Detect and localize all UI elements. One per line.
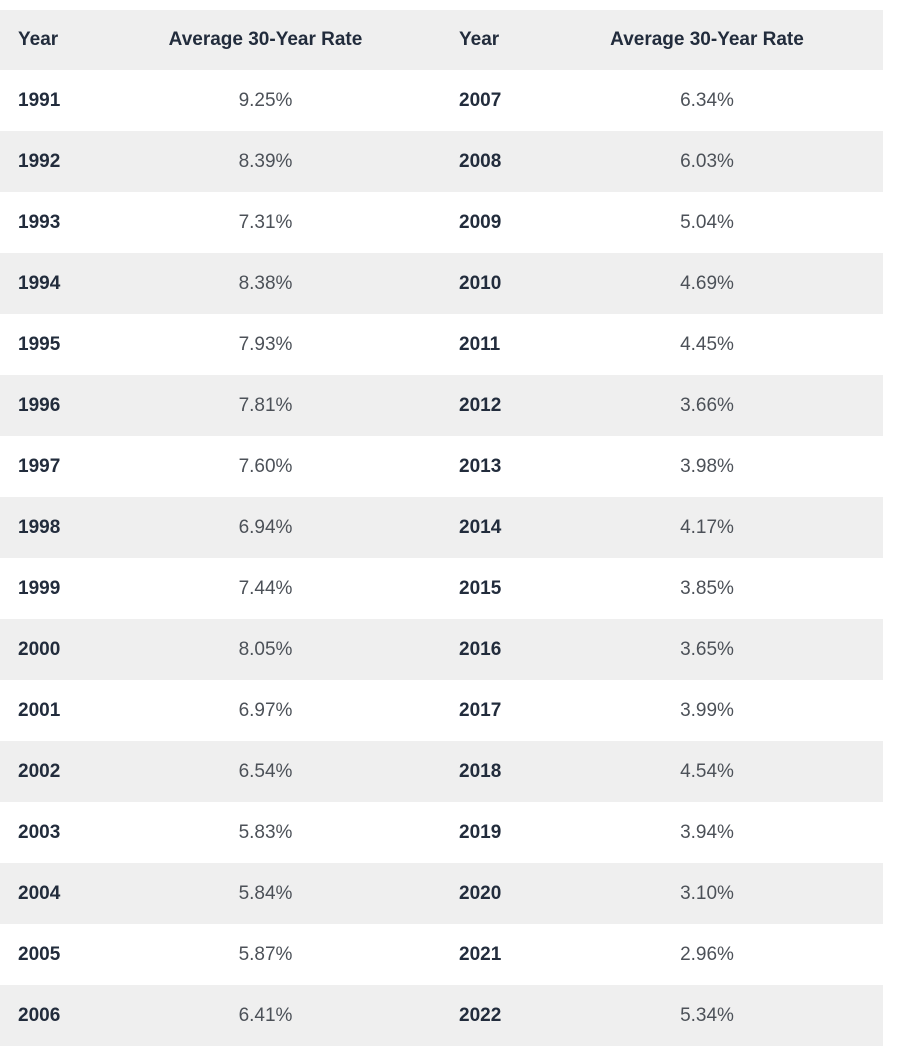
rate-cell: 7.31% (238, 211, 293, 233)
rates-table-container: Year Average 30-Year Rate Year Average 3… (0, 10, 883, 1046)
year-cell: 2006 (18, 1004, 61, 1026)
rate-cell: 8.38% (238, 272, 293, 294)
rate-cell: 4.17% (680, 516, 734, 538)
column-header-year-left: Year (0, 10, 90, 70)
rate-cell: 3.66% (680, 394, 734, 416)
rate-cell: 3.94% (680, 821, 734, 843)
column-header-rate-right: Average 30-Year Rate (531, 10, 883, 70)
year-cell: 1991 (18, 89, 61, 111)
table-row: 1998 6.94% 2014 4.17% (0, 497, 883, 558)
rate-cell: 4.54% (680, 760, 734, 782)
rate-cell: 5.34% (680, 1004, 734, 1026)
rate-cell: 5.83% (238, 821, 293, 843)
header-row: Year Average 30-Year Rate Year Average 3… (0, 10, 883, 70)
year-cell: 2011 (459, 333, 501, 355)
table-row: 1997 7.60% 2013 3.98% (0, 436, 883, 497)
rate-cell: 7.60% (238, 455, 293, 477)
rate-cell: 8.39% (238, 150, 293, 172)
year-cell: 2019 (459, 821, 502, 843)
table-row: 1995 7.93% 2011 4.45% (0, 314, 883, 375)
year-cell: 2020 (459, 882, 502, 904)
year-cell: 1996 (18, 394, 61, 416)
rate-cell: 7.93% (238, 333, 293, 355)
year-cell: 2009 (459, 211, 502, 233)
rate-cell: 7.44% (238, 577, 293, 599)
rate-cell: 5.04% (680, 211, 734, 233)
rate-cell: 3.85% (680, 577, 734, 599)
year-cell: 1998 (18, 516, 61, 538)
year-cell: 2008 (459, 150, 502, 172)
table-row: 1996 7.81% 2012 3.66% (0, 375, 883, 436)
rate-cell: 9.25% (238, 89, 293, 111)
table-row: 1993 7.31% 2009 5.04% (0, 192, 883, 253)
year-cell: 2004 (18, 882, 61, 904)
year-cell: 2002 (18, 760, 61, 782)
year-cell: 2017 (459, 699, 502, 721)
year-cell: 2016 (459, 638, 502, 660)
table-row: 2006 6.41% 2022 5.34% (0, 985, 883, 1046)
rate-cell: 5.84% (238, 882, 293, 904)
year-cell: 2005 (18, 943, 61, 965)
table-row: 2005 5.87% 2021 2.96% (0, 924, 883, 985)
rate-cell: 6.41% (238, 1004, 293, 1026)
rate-cell: 4.69% (680, 272, 734, 294)
rate-cell: 3.98% (680, 455, 734, 477)
year-cell: 2007 (459, 89, 502, 111)
table-row: 1991 9.25% 2007 6.34% (0, 70, 883, 131)
rate-cell: 8.05% (238, 638, 293, 660)
year-cell: 2012 (459, 394, 502, 416)
year-cell: 2001 (18, 699, 61, 721)
rate-cell: 6.94% (238, 516, 293, 538)
year-cell: 2015 (459, 577, 502, 599)
rate-cell: 6.34% (680, 89, 734, 111)
rate-cell: 6.03% (680, 150, 734, 172)
year-cell: 1995 (18, 333, 61, 355)
year-cell: 2003 (18, 821, 61, 843)
table-row: 2002 6.54% 2018 4.54% (0, 741, 883, 802)
table-row: 1992 8.39% 2008 6.03% (0, 131, 883, 192)
year-cell: 2018 (459, 760, 502, 782)
table-row: 1994 8.38% 2010 4.69% (0, 253, 883, 314)
year-cell: 1992 (18, 150, 61, 172)
rate-cell: 3.10% (680, 882, 734, 904)
column-header-year-right: Year (441, 10, 531, 70)
rates-table-body: 1991 9.25% 2007 6.34% 1992 8.39% 2008 6.03% 1993… (0, 70, 883, 1046)
table-row: 2000 8.05% 2016 3.65% (0, 619, 883, 680)
table-row: 2001 6.97% 2017 3.99% (0, 680, 883, 741)
year-cell: 1993 (18, 211, 61, 233)
year-cell: 2010 (459, 272, 502, 294)
rates-table-header: Year Average 30-Year Rate Year Average 3… (0, 10, 883, 70)
year-cell: 1994 (18, 272, 61, 294)
year-cell: 2013 (459, 455, 502, 477)
rate-cell: 2.96% (680, 943, 734, 965)
year-cell: 2021 (459, 943, 502, 965)
table-row: 2003 5.83% 2019 3.94% (0, 802, 883, 863)
year-cell: 1997 (18, 455, 61, 477)
year-cell: 2022 (459, 1004, 502, 1026)
rate-cell: 6.54% (238, 760, 293, 782)
year-cell: 1999 (18, 577, 61, 599)
year-cell: 2014 (459, 516, 502, 538)
year-cell: 2000 (18, 638, 61, 660)
rates-table: Year Average 30-Year Rate Year Average 3… (0, 10, 883, 1046)
table-row: 1999 7.44% 2015 3.85% (0, 558, 883, 619)
rate-cell: 6.97% (238, 699, 293, 721)
rate-cell: 5.87% (238, 943, 293, 965)
rate-cell: 3.99% (680, 699, 734, 721)
rate-cell: 4.45% (680, 333, 734, 355)
column-header-rate-left: Average 30-Year Rate (90, 10, 441, 70)
rate-cell: 3.65% (680, 638, 734, 660)
table-row: 2004 5.84% 2020 3.10% (0, 863, 883, 924)
rate-cell: 7.81% (238, 394, 293, 416)
